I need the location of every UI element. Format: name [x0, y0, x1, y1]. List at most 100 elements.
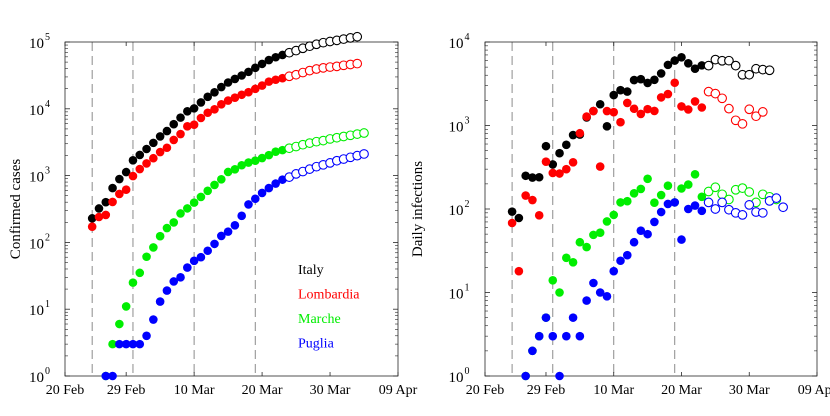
data-point — [169, 119, 179, 129]
data-point — [670, 198, 680, 207]
data-point-open — [703, 186, 714, 197]
data-point — [196, 98, 206, 107]
data-point — [575, 237, 585, 247]
y-tick-exponent: 0 — [465, 366, 470, 377]
data-point — [582, 296, 591, 305]
data-point-open — [737, 118, 748, 129]
y-tick-base: 10 — [29, 303, 44, 319]
data-point — [128, 339, 138, 349]
x-tick-label: 29 Feb — [527, 383, 566, 398]
data-point — [663, 60, 673, 70]
data-point — [582, 112, 591, 121]
y-tick-base: 10 — [29, 170, 44, 186]
data-point — [94, 212, 104, 222]
data-point — [162, 223, 172, 233]
series-puglia — [521, 193, 788, 381]
y-tick-exponent: 2 — [465, 199, 470, 210]
data-point — [602, 292, 612, 301]
data-point — [541, 141, 551, 151]
data-point — [149, 138, 158, 148]
data-point — [683, 105, 693, 114]
data-point — [629, 237, 639, 247]
data-point — [656, 207, 666, 217]
data-point — [589, 106, 598, 116]
data-point — [155, 231, 165, 241]
x-tick-label: 29 Feb — [107, 383, 146, 398]
data-point-open — [757, 107, 768, 117]
data-point — [650, 106, 659, 116]
data-point — [271, 147, 280, 156]
data-point — [176, 209, 185, 218]
data-point-open — [717, 197, 727, 208]
data-point — [622, 196, 632, 206]
data-point — [217, 99, 226, 109]
data-point — [697, 103, 707, 112]
data-point — [697, 192, 707, 202]
x-tick-label: 09 Apr — [798, 383, 830, 398]
data-point — [602, 106, 612, 116]
data-point — [217, 231, 226, 241]
data-point — [609, 266, 619, 276]
data-point — [169, 135, 179, 145]
data-point — [555, 288, 564, 297]
y-tick-label: 100 — [29, 366, 50, 386]
data-point-open — [724, 103, 734, 114]
x-tick-label: 09 Apr — [379, 383, 418, 398]
data-point — [548, 276, 558, 285]
data-point — [155, 132, 165, 141]
data-point — [609, 90, 619, 100]
data-point — [507, 207, 517, 216]
data-point — [534, 331, 544, 341]
data-point — [135, 164, 145, 174]
data-point — [697, 206, 707, 216]
data-point — [595, 99, 605, 109]
series-italy — [87, 31, 363, 223]
data-point — [636, 226, 646, 235]
data-point — [690, 64, 700, 73]
data-point — [162, 143, 172, 153]
data-point — [650, 198, 659, 207]
y-tick-label: 105 — [29, 32, 50, 52]
data-point — [683, 58, 693, 68]
data-point — [196, 192, 206, 202]
data-point — [609, 210, 619, 220]
data-point — [189, 104, 199, 113]
data-point — [541, 313, 551, 322]
data-point — [616, 85, 625, 95]
data-point-open — [737, 210, 748, 220]
data-point — [169, 277, 179, 286]
data-point — [656, 190, 666, 200]
data-point — [643, 229, 652, 239]
y-tick-exponent: 1 — [465, 283, 470, 294]
data-point — [142, 252, 151, 262]
data-point — [108, 183, 117, 193]
data-point — [575, 128, 585, 138]
data-point — [562, 164, 571, 174]
data-point — [176, 129, 185, 139]
data-point — [101, 210, 111, 220]
y-tick-exponent: 2 — [45, 232, 50, 243]
data-point-open — [778, 202, 788, 213]
data-point — [622, 87, 632, 96]
data-point — [217, 174, 226, 184]
data-point — [629, 104, 639, 114]
x-tick-label: 20 Feb — [46, 383, 85, 398]
data-point — [656, 69, 666, 78]
data-point — [650, 217, 659, 227]
y-tick-base: 10 — [449, 120, 464, 136]
data-point — [555, 148, 564, 158]
data-point — [690, 201, 700, 210]
y-tick-exponent: 0 — [45, 366, 50, 377]
data-point — [244, 200, 253, 209]
data-point — [183, 122, 192, 131]
data-point — [616, 198, 625, 207]
y-tick-exponent: 4 — [465, 32, 470, 43]
data-point — [548, 168, 558, 178]
data-point — [101, 371, 111, 381]
data-point — [115, 174, 124, 184]
data-point — [663, 199, 673, 209]
data-point — [250, 194, 260, 204]
data-point — [568, 313, 578, 322]
data-point — [155, 297, 165, 306]
